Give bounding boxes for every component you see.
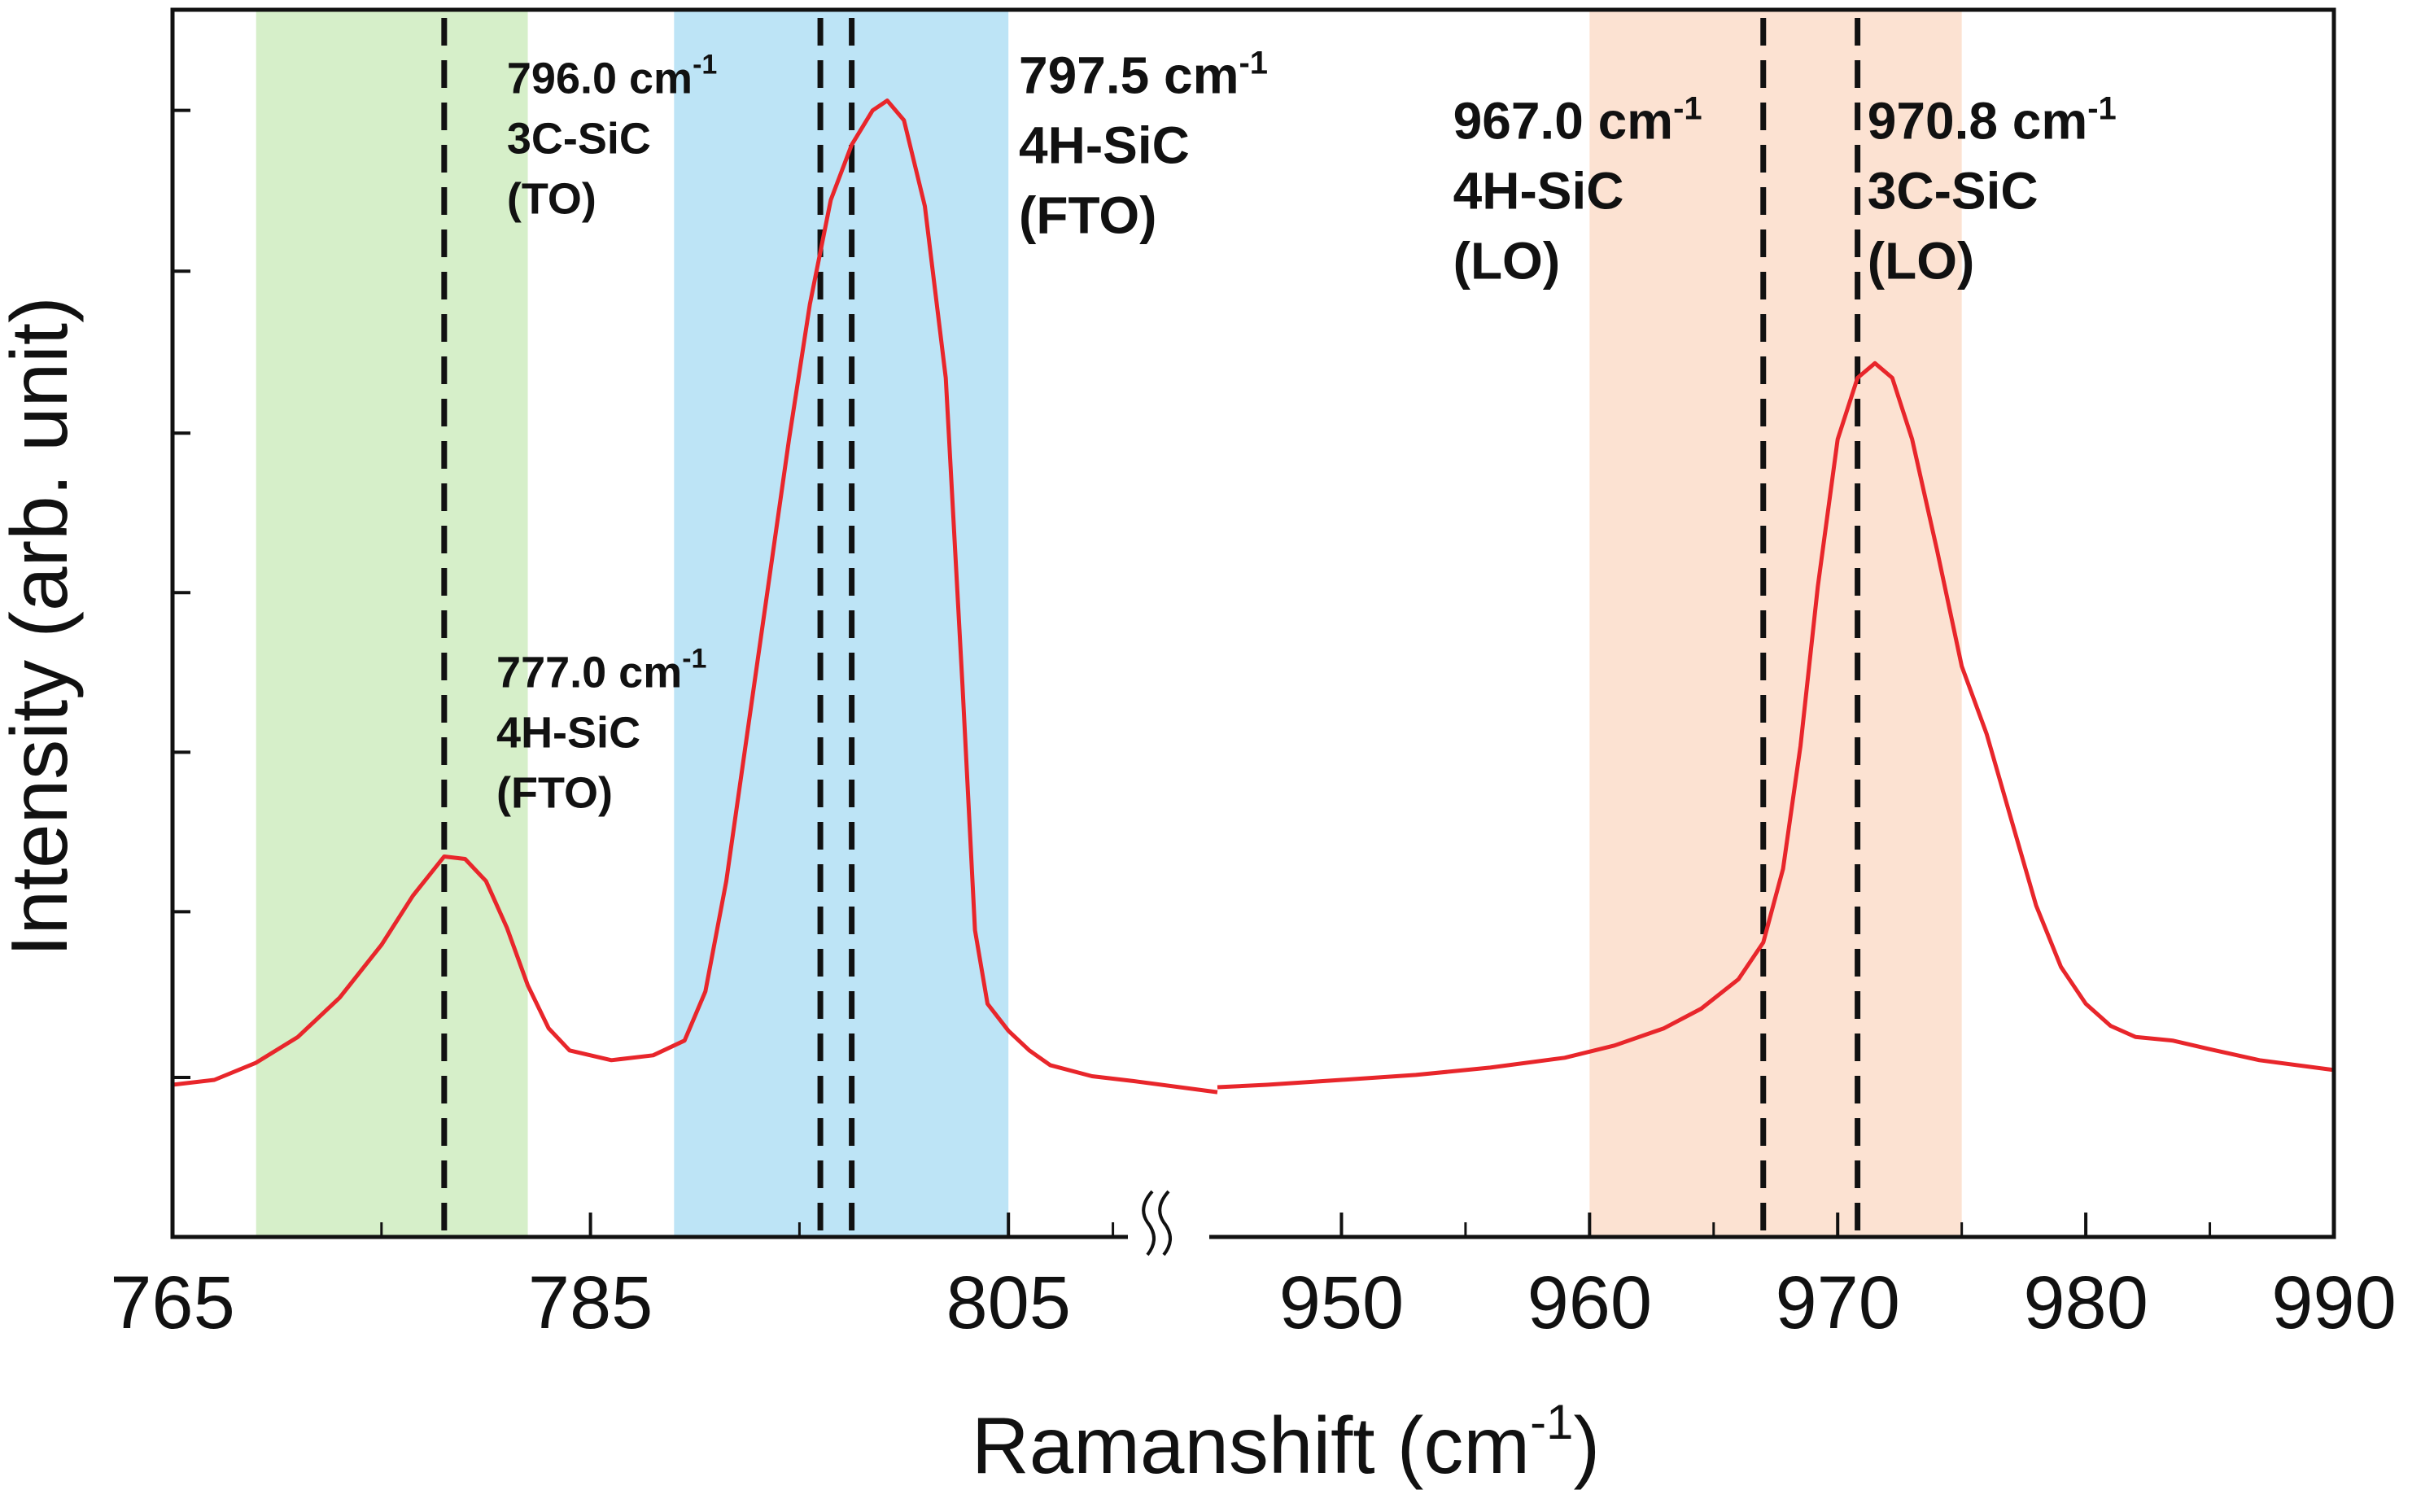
spectrum-line-segment-2 [1217, 361, 2335, 1090]
peak-polytype: 4H-SiC [496, 708, 640, 757]
peak-mode: (FTO) [496, 768, 613, 817]
peak-mode: (LO) [1453, 231, 1561, 290]
spectrum-line-segment-1 [172, 98, 1218, 1095]
peak-mode: (FTO) [1019, 186, 1156, 245]
peak-label-2: 797.5 cm-1 4H-SiC (FTO) [1019, 46, 1268, 245]
peak-wavenumber: 970.8 cm-1 [1868, 90, 2117, 150]
peak-wavenumber: 797.5 cm-1 [1019, 46, 1268, 105]
break-squiggle [1158, 1190, 1172, 1256]
peak-polytype: 4H-SiC [1019, 116, 1190, 175]
peak-mode: (LO) [1868, 231, 1975, 290]
axis-break-marker [1128, 1190, 1209, 1256]
x-axis-ticks: 765 785 805 950 960 970 980 990 [110, 1213, 2397, 1344]
peak-polytype: 3C-SiC [1868, 161, 2039, 220]
shaded-band-2 [674, 10, 1009, 1237]
x-tick-label: 990 [2271, 1261, 2397, 1344]
reference-lines [441, 18, 1861, 1237]
x-axis-title: Ramanshift (cm-1) [972, 1395, 1600, 1490]
peak-annotations: 796.0 cm-1 3C-SiC (TO) 797.5 cm-1 4H-SiC (FTO… [496, 46, 2117, 818]
shaded-bands [256, 10, 1962, 1237]
x-tick-label: 960 [1527, 1261, 1653, 1344]
peak-wavenumber: 967.0 cm-1 [1453, 90, 1702, 150]
x-tick-label: 980 [2023, 1261, 2148, 1344]
break-squiggle [1142, 1190, 1156, 1256]
peak-wavenumber: 796.0 cm-1 [507, 50, 717, 103]
x-tick-label: 805 [946, 1261, 1071, 1344]
shaded-band-1 [256, 10, 528, 1237]
plot-frame [170, 7, 2336, 1239]
y-axis-ticks [173, 108, 190, 1079]
peak-label-3: 777.0 cm-1 4H-SiC (FTO) [496, 643, 706, 817]
peak-label-5: 970.8 cm-1 3C-SiC (LO) [1868, 90, 2117, 290]
x-tick-label: 765 [110, 1261, 235, 1344]
spectrum-curve-group [172, 98, 2335, 1095]
x-tick-label: 970 [1775, 1261, 1900, 1344]
peak-polytype: 3C-SiC [507, 115, 651, 164]
peak-label-4: 967.0 cm-1 4H-SiC (LO) [1453, 90, 1702, 290]
x-tick-label: 950 [1279, 1261, 1405, 1344]
peak-label-1: 796.0 cm-1 3C-SiC (TO) [507, 50, 717, 224]
peak-wavenumber: 777.0 cm-1 [496, 643, 706, 697]
x-tick-label: 785 [528, 1261, 653, 1344]
peak-polytype: 4H-SiC [1453, 161, 1624, 220]
y-axis-title: Intensity (arb. unit) [0, 296, 84, 957]
peak-mode: (TO) [507, 175, 596, 224]
